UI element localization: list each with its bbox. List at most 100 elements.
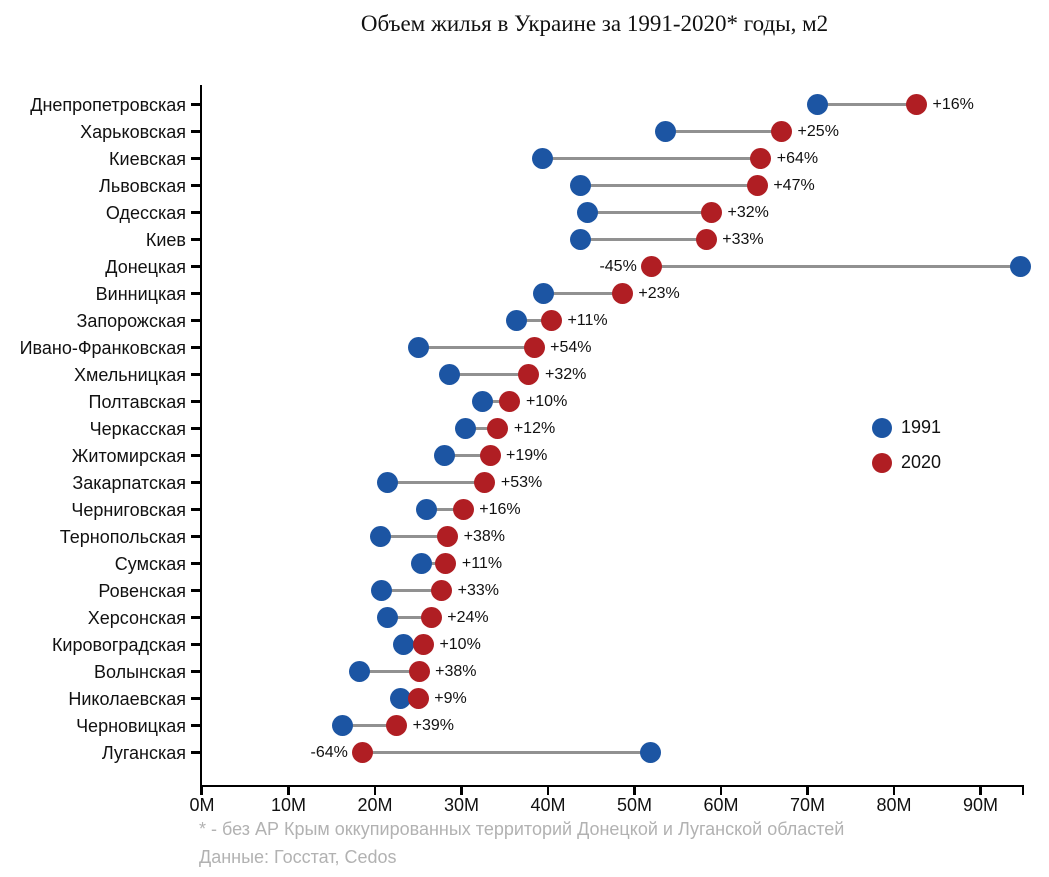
y-axis-tick xyxy=(191,103,201,106)
region-label: Черниговская xyxy=(71,499,186,520)
dot-2020 xyxy=(487,418,509,439)
dot-1991 xyxy=(807,94,829,115)
pct-change-label: +25% xyxy=(797,122,839,140)
connector-line xyxy=(380,535,448,538)
x-axis-tick xyxy=(200,787,204,795)
legend-label-1991: 1991 xyxy=(901,417,942,437)
dot-2020 xyxy=(412,634,434,655)
dot-1991 xyxy=(433,445,455,466)
pct-change-label: +32% xyxy=(544,365,587,383)
pct-change-label: +33% xyxy=(722,230,764,248)
dot-2020 xyxy=(695,229,717,250)
region-label: Киев xyxy=(145,229,186,250)
legend-dot-1991-icon xyxy=(872,417,892,438)
connector-line xyxy=(387,616,432,619)
dot-1991 xyxy=(393,634,415,655)
connector-line xyxy=(665,130,782,133)
region-label: Донецкая xyxy=(105,256,186,277)
x-axis-tick xyxy=(806,787,809,795)
pct-change-label: +19% xyxy=(506,446,548,464)
region-label: Сумская xyxy=(114,553,186,574)
region-label: Николаевская xyxy=(68,688,186,709)
region-label: Львовская xyxy=(99,175,186,196)
dot-1991 xyxy=(1009,256,1031,277)
pct-change-label: +10% xyxy=(525,392,568,410)
region-label: Ивано-Франковская xyxy=(19,337,186,358)
pct-change-label: -45% xyxy=(599,257,637,275)
pct-change-label: +47% xyxy=(773,176,815,194)
dot-1991 xyxy=(331,715,353,736)
region-label: Тернопольская xyxy=(59,526,186,547)
y-axis-tick xyxy=(191,481,201,484)
dot-1991 xyxy=(411,553,433,574)
dot-1991 xyxy=(376,472,398,493)
pct-change-label: +39% xyxy=(412,716,454,734)
connector-line xyxy=(465,427,498,430)
x-axis-tick-label: 20M xyxy=(357,795,393,815)
dot-1991 xyxy=(639,742,661,763)
x-axis-tick xyxy=(892,787,896,795)
region-label: Днепропетровская xyxy=(30,94,186,115)
y-axis-tick xyxy=(191,319,201,322)
dot-1991 xyxy=(569,175,591,196)
x-axis-tick xyxy=(979,787,982,795)
y-axis-tick xyxy=(191,454,201,457)
region-label: Кировоградская xyxy=(51,634,186,655)
region-label: Херсонская xyxy=(87,607,186,628)
x-axis-tick xyxy=(460,787,463,795)
x-axis-tick xyxy=(719,787,723,795)
y-axis-tick xyxy=(191,697,201,700)
y-axis-tick xyxy=(191,535,201,538)
connector-line xyxy=(543,292,623,295)
y-axis-tick xyxy=(191,724,201,727)
dot-2020 xyxy=(771,121,793,142)
dot-2020 xyxy=(518,364,540,385)
dot-1991 xyxy=(407,337,429,358)
connector-line xyxy=(359,670,420,673)
y-axis-tick xyxy=(191,211,201,214)
connector-line xyxy=(580,238,707,241)
connector-line xyxy=(542,157,761,160)
connector-line xyxy=(817,103,917,106)
x-axis-tick-label: 90M xyxy=(962,795,998,815)
connector-line xyxy=(421,562,446,565)
legend: 1991 2020 xyxy=(872,417,941,473)
legend-item-1991: 1991 xyxy=(872,417,941,438)
dot-1991 xyxy=(376,607,398,628)
dot-2020 xyxy=(431,580,453,601)
y-axis-tick xyxy=(191,589,201,592)
pct-change-label: +54% xyxy=(550,338,592,356)
connector-line xyxy=(444,454,491,457)
pct-change-label: +16% xyxy=(932,95,974,113)
dot-2020 xyxy=(611,283,633,304)
dot-1991 xyxy=(533,283,555,304)
dot-2020 xyxy=(352,742,374,763)
dot-2020 xyxy=(420,607,442,628)
y-axis-tick xyxy=(191,400,201,403)
dot-2020 xyxy=(407,688,429,709)
x-axis-tick-label: 30M xyxy=(443,795,479,815)
region-label: Киевская xyxy=(109,148,186,169)
connector-line xyxy=(482,400,510,403)
connector-line xyxy=(387,481,485,484)
y-axis-tick xyxy=(191,508,201,511)
dot-1991 xyxy=(389,688,411,709)
x-axis-tick xyxy=(546,787,550,795)
legend-item-2020: 2020 xyxy=(872,452,941,473)
connector-line xyxy=(449,373,529,376)
region-label: Закарпатская xyxy=(72,472,186,493)
dot-2020 xyxy=(499,391,521,412)
dot-1991 xyxy=(655,121,677,142)
pct-change-label: +53% xyxy=(500,473,543,491)
x-axis-tick-label: 50M xyxy=(616,795,652,815)
region-label: Харьковская xyxy=(80,121,186,142)
pct-change-label: +12% xyxy=(513,419,556,437)
dot-2020 xyxy=(435,553,457,574)
y-axis-tick xyxy=(191,130,201,133)
y-axis-tick xyxy=(191,562,201,565)
region-label: Черкасская xyxy=(89,418,186,439)
connector-line xyxy=(587,211,712,214)
region-label: Волынская xyxy=(93,661,186,682)
connector-line xyxy=(426,508,464,511)
region-label: Одесская xyxy=(105,202,186,223)
